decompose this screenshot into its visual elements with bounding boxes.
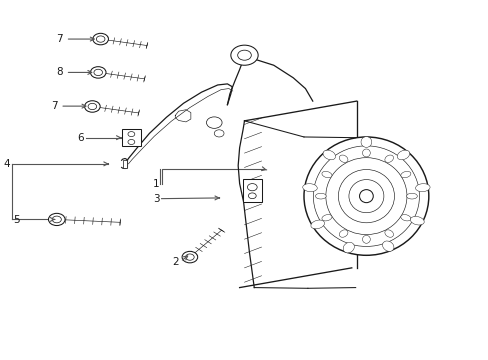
Text: 4: 4 xyxy=(4,159,10,169)
Ellipse shape xyxy=(302,184,317,192)
Circle shape xyxy=(94,69,102,76)
Ellipse shape xyxy=(321,215,331,221)
Text: 7: 7 xyxy=(57,34,63,44)
Ellipse shape xyxy=(360,136,371,147)
Text: 6: 6 xyxy=(77,133,83,143)
Circle shape xyxy=(84,101,100,112)
Ellipse shape xyxy=(315,193,325,199)
Circle shape xyxy=(237,50,251,60)
Circle shape xyxy=(182,251,197,263)
FancyBboxPatch shape xyxy=(122,129,141,146)
Ellipse shape xyxy=(384,155,393,162)
Circle shape xyxy=(206,117,222,129)
Ellipse shape xyxy=(384,230,393,237)
Circle shape xyxy=(52,216,61,223)
Text: 8: 8 xyxy=(57,67,63,77)
Circle shape xyxy=(185,254,194,260)
Ellipse shape xyxy=(339,230,347,237)
Ellipse shape xyxy=(396,150,409,160)
Ellipse shape xyxy=(406,193,416,199)
Circle shape xyxy=(230,45,258,65)
Ellipse shape xyxy=(304,137,428,255)
FancyBboxPatch shape xyxy=(242,179,262,202)
Ellipse shape xyxy=(409,216,424,225)
Ellipse shape xyxy=(400,171,410,178)
Ellipse shape xyxy=(359,190,372,203)
Circle shape xyxy=(88,103,97,110)
FancyBboxPatch shape xyxy=(122,160,127,168)
Circle shape xyxy=(128,139,135,144)
Circle shape xyxy=(90,67,106,78)
Ellipse shape xyxy=(343,242,354,253)
Text: 3: 3 xyxy=(153,194,159,204)
Ellipse shape xyxy=(339,155,347,162)
Ellipse shape xyxy=(400,215,410,221)
Circle shape xyxy=(96,36,105,42)
Circle shape xyxy=(48,213,65,226)
Circle shape xyxy=(93,33,108,45)
Circle shape xyxy=(128,132,135,136)
Ellipse shape xyxy=(323,150,335,160)
Ellipse shape xyxy=(321,171,331,178)
Ellipse shape xyxy=(310,220,324,229)
Ellipse shape xyxy=(362,235,369,243)
Ellipse shape xyxy=(362,149,369,157)
Circle shape xyxy=(214,130,224,137)
Text: 5: 5 xyxy=(14,215,20,225)
Text: 1: 1 xyxy=(153,179,159,189)
Text: 7: 7 xyxy=(52,101,58,111)
Circle shape xyxy=(248,193,256,199)
Ellipse shape xyxy=(382,241,393,251)
Ellipse shape xyxy=(415,184,429,192)
Text: 2: 2 xyxy=(172,257,179,267)
Circle shape xyxy=(247,184,257,191)
